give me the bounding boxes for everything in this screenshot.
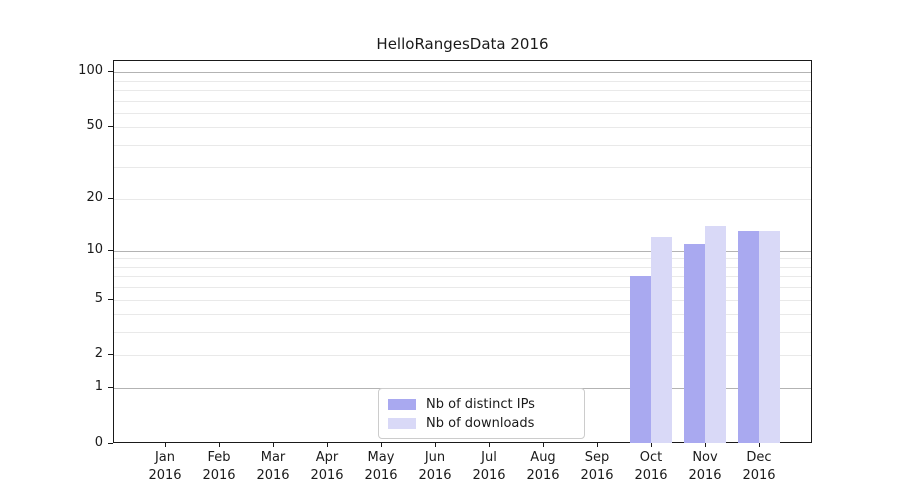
chart-title: HelloRangesData 2016 <box>376 35 549 53</box>
gridline-minor <box>114 101 811 102</box>
gridline-minor <box>114 332 811 333</box>
legend-label-downloads: Nb of downloads <box>426 415 535 431</box>
legend-swatch-downloads <box>388 417 416 429</box>
x-tick-mark <box>327 443 328 447</box>
x-tick-label: May 2016 <box>364 450 398 483</box>
legend-swatch-distinct-ips <box>388 398 416 410</box>
y-tick-mark <box>108 71 113 72</box>
gridline-minor <box>114 276 811 277</box>
legend-entry-distinct-ips: Nb of distinct IPs <box>388 397 584 412</box>
gridline-minor <box>114 355 811 356</box>
x-tick-label: Feb 2016 <box>202 450 236 483</box>
y-tick-label: 10 <box>86 242 103 257</box>
x-tick-label: Nov 2016 <box>688 450 722 483</box>
gridline-minor <box>114 167 811 168</box>
x-tick-label: Jul 2016 <box>472 450 506 483</box>
gridline-major <box>114 251 811 252</box>
bar-downloads-dec <box>759 231 780 443</box>
x-tick-mark <box>381 443 382 447</box>
x-tick-mark <box>273 443 274 447</box>
y-tick-label: 2 <box>94 346 103 361</box>
x-tick-label: Aug 2016 <box>526 450 560 483</box>
gridline-minor <box>114 81 811 82</box>
y-tick-mark <box>108 250 113 251</box>
x-tick-label: Dec 2016 <box>742 450 776 483</box>
x-tick-mark <box>165 443 166 447</box>
bar-distinct-ips-nov <box>684 244 705 443</box>
gridline-minor <box>114 258 811 259</box>
gridline-minor <box>114 314 811 315</box>
plot-area <box>113 60 812 443</box>
x-tick-mark <box>543 443 544 447</box>
legend-entry-downloads: Nb of downloads <box>388 416 584 431</box>
y-tick-label: 20 <box>86 190 103 205</box>
x-tick-mark <box>597 443 598 447</box>
x-tick-label: Sep 2016 <box>580 450 614 483</box>
x-tick-mark <box>219 443 220 447</box>
gridline-minor <box>114 127 811 128</box>
x-tick-mark <box>489 443 490 447</box>
x-tick-mark <box>651 443 652 447</box>
bar-downloads-nov <box>705 226 726 443</box>
gridline-minor <box>114 113 811 114</box>
bar-distinct-ips-oct <box>630 276 651 443</box>
legend: Nb of distinct IPs Nb of downloads <box>378 388 585 439</box>
y-tick-mark <box>108 354 113 355</box>
y-tick-label: 100 <box>78 63 103 78</box>
gridline-minor <box>114 287 811 288</box>
x-tick-mark <box>759 443 760 447</box>
x-tick-label: Apr 2016 <box>310 450 344 483</box>
y-tick-mark <box>108 126 113 127</box>
gridline-major <box>114 72 811 73</box>
y-tick-label: 0 <box>94 435 103 450</box>
gridline-minor <box>114 267 811 268</box>
x-tick-label: Jun 2016 <box>418 450 452 483</box>
legend-label-distinct-ips: Nb of distinct IPs <box>426 396 535 412</box>
x-tick-mark <box>435 443 436 447</box>
y-tick-label: 1 <box>94 379 103 394</box>
y-tick-mark <box>108 198 113 199</box>
y-tick-label: 5 <box>94 291 103 306</box>
gridline-minor <box>114 145 811 146</box>
x-tick-label: Oct 2016 <box>634 450 668 483</box>
y-tick-mark <box>108 387 113 388</box>
y-tick-label: 50 <box>86 118 103 133</box>
y-tick-mark <box>108 443 113 444</box>
x-tick-mark <box>705 443 706 447</box>
x-tick-label: Jan 2016 <box>148 450 182 483</box>
y-tick-mark <box>108 299 113 300</box>
gridline-minor <box>114 199 811 200</box>
bar-downloads-oct <box>651 237 672 443</box>
bar-distinct-ips-dec <box>738 231 759 443</box>
gridline-minor <box>114 90 811 91</box>
x-tick-label: Mar 2016 <box>256 450 290 483</box>
gridline-minor <box>114 300 811 301</box>
